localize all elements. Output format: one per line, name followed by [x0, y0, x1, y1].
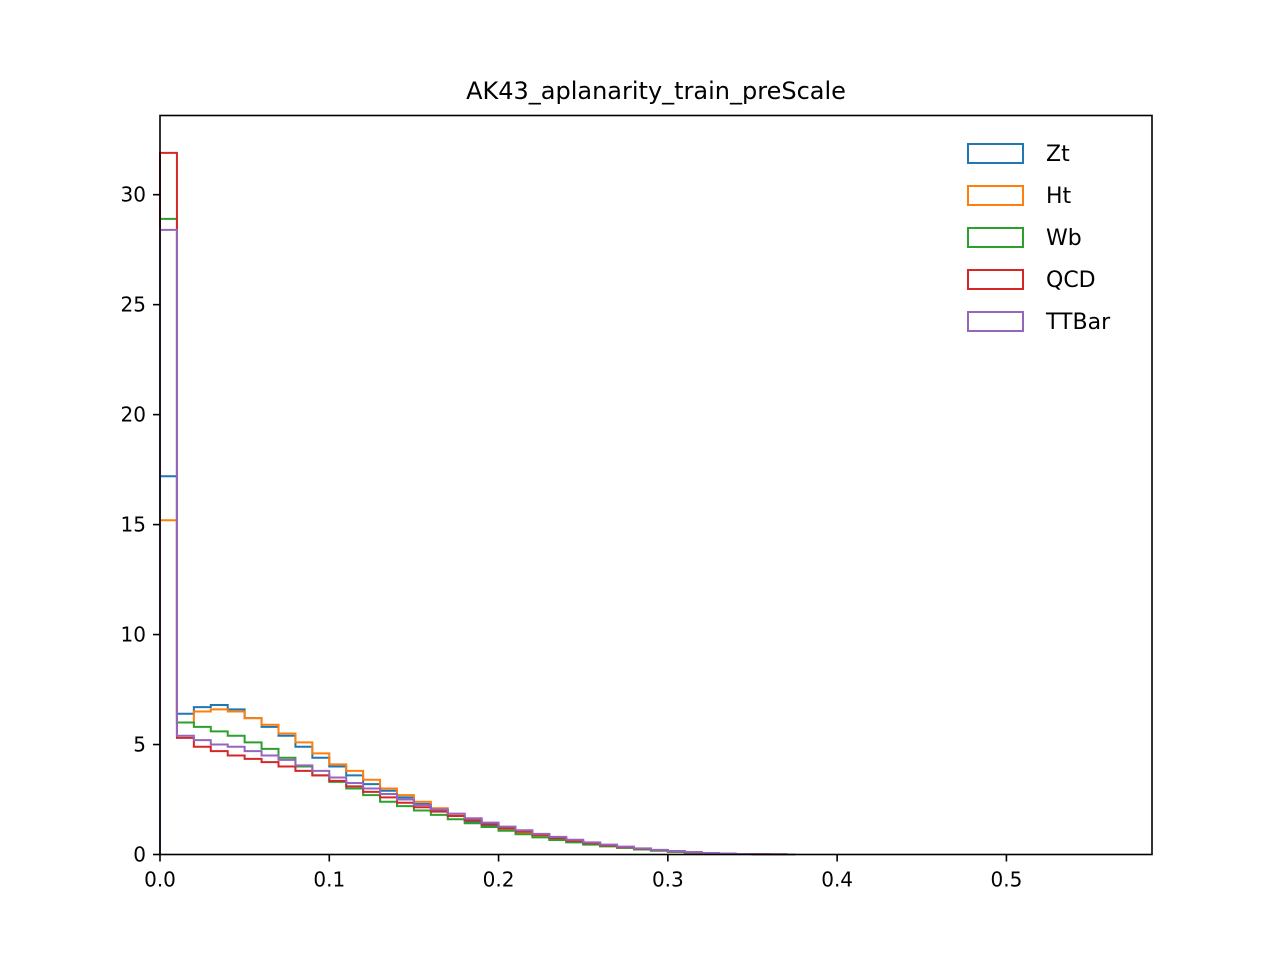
plot-area — [159, 151, 796, 856]
legend-label: Ht — [1046, 184, 1072, 209]
legend-label: Zt — [1046, 142, 1070, 167]
legend-label: TTBar — [1045, 310, 1111, 335]
legend-label: Wb — [1046, 226, 1082, 251]
legend: Zt Ht Wb QCD TTBar — [967, 142, 1111, 335]
chart-title: AK43_aplanarity_train_preScale — [466, 77, 846, 105]
legend-entry-qcd: QCD — [967, 268, 1096, 293]
x-tick-label: 0.1 — [313, 868, 345, 892]
legend-swatch — [967, 143, 1024, 164]
y-tick-label: 20 — [121, 403, 146, 427]
x-tick-label: 0.3 — [652, 868, 684, 892]
y-tick-label: 0 — [133, 843, 146, 867]
x-tick-label: 0.4 — [821, 868, 853, 892]
y-tick-label: 15 — [121, 513, 146, 537]
series-line-ttbar — [159, 228, 796, 856]
y-tick-label: 5 — [133, 733, 146, 757]
legend-entry-zt: Zt — [967, 142, 1070, 167]
x-axis: 0.0 0.1 0.2 0.3 0.4 0.5 — [144, 854, 1023, 892]
x-tick-label: 0.5 — [991, 868, 1023, 892]
y-tick-label: 10 — [121, 623, 146, 647]
x-tick-label: 0.0 — [144, 868, 176, 892]
y-axis: 0 5 10 15 20 25 30 — [121, 183, 160, 867]
legend-entry-ttbar: TTBar — [967, 310, 1111, 335]
legend-label: QCD — [1046, 268, 1096, 293]
x-tick-label: 0.2 — [483, 868, 515, 892]
y-tick-label: 25 — [121, 293, 146, 317]
legend-swatch — [967, 311, 1024, 332]
y-tick-label: 30 — [121, 183, 146, 207]
legend-swatch — [967, 269, 1024, 290]
legend-entry-ht: Ht — [967, 184, 1072, 209]
legend-swatch — [967, 227, 1024, 248]
legend-entry-wb: Wb — [967, 226, 1082, 251]
plot-frame — [159, 114, 1153, 856]
legend-swatch — [967, 185, 1024, 206]
